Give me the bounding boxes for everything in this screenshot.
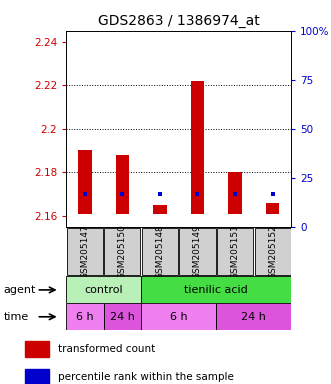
FancyBboxPatch shape: [66, 276, 141, 303]
Bar: [266, 203, 279, 214]
Text: agent: agent: [3, 285, 36, 295]
Text: GSM205148: GSM205148: [156, 224, 165, 279]
Text: percentile rank within the sample: percentile rank within the sample: [58, 372, 234, 382]
FancyBboxPatch shape: [255, 228, 291, 275]
Text: 24 h: 24 h: [241, 312, 266, 322]
Text: GSM205147: GSM205147: [80, 224, 89, 279]
FancyBboxPatch shape: [217, 228, 253, 275]
FancyBboxPatch shape: [141, 276, 291, 303]
FancyBboxPatch shape: [67, 228, 103, 275]
Text: time: time: [3, 312, 28, 322]
Bar: [78, 151, 91, 214]
FancyBboxPatch shape: [66, 303, 104, 330]
Bar: [191, 81, 204, 214]
Text: GSM205149: GSM205149: [193, 224, 202, 279]
Bar: [153, 205, 166, 214]
FancyBboxPatch shape: [216, 303, 291, 330]
Bar: [25, 341, 49, 357]
Text: transformed count: transformed count: [58, 344, 156, 354]
FancyBboxPatch shape: [141, 303, 216, 330]
FancyBboxPatch shape: [142, 228, 178, 275]
Title: GDS2863 / 1386974_at: GDS2863 / 1386974_at: [98, 14, 260, 28]
FancyBboxPatch shape: [179, 228, 215, 275]
Bar: [228, 172, 242, 214]
Text: 6 h: 6 h: [76, 312, 94, 322]
Text: GSM205152: GSM205152: [268, 224, 277, 279]
Text: tienilic acid: tienilic acid: [184, 285, 248, 295]
Text: 6 h: 6 h: [170, 312, 188, 322]
Text: GSM205150: GSM205150: [118, 224, 127, 279]
Text: 24 h: 24 h: [110, 312, 135, 322]
Bar: [25, 369, 49, 384]
FancyBboxPatch shape: [104, 303, 141, 330]
Bar: [116, 155, 129, 214]
Text: control: control: [84, 285, 123, 295]
Text: GSM205151: GSM205151: [230, 224, 240, 279]
FancyBboxPatch shape: [105, 228, 140, 275]
